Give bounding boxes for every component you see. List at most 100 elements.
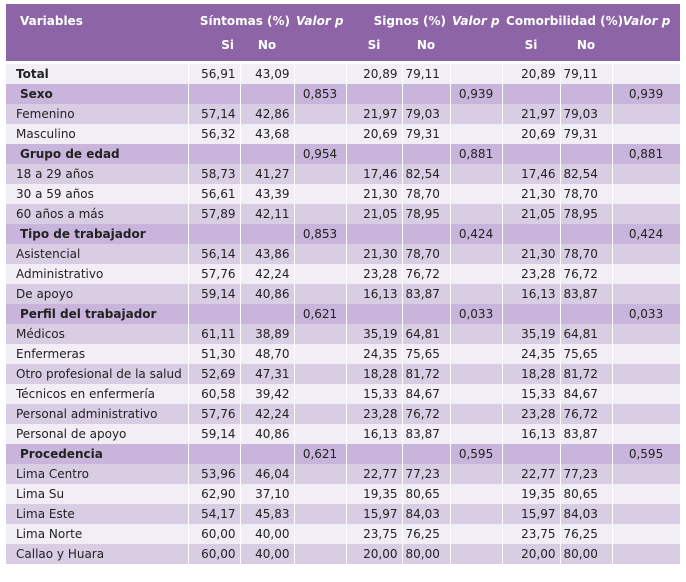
cell-g-p xyxy=(450,324,503,344)
cell-g-no: 79,11 xyxy=(402,64,451,84)
cell-s-no xyxy=(240,444,295,464)
cell-g-si: 21,05 xyxy=(346,204,403,224)
header-comorbilidad: Comorbilidad (%) xyxy=(502,4,623,34)
cell-s-no xyxy=(240,84,295,104)
cell-s-p xyxy=(294,544,347,564)
cell-s-si: 57,76 xyxy=(188,264,241,284)
cell-s-p: 0,621 xyxy=(294,444,347,464)
table-row: Lima Centro 53,96 46,04 22,77 77,23 22,77 77,2… xyxy=(6,464,681,484)
cell-s-si: 57,76 xyxy=(188,404,241,424)
table-row: Lima Este 54,17 45,83 15,97 84,03 15,97 84,03 xyxy=(6,504,681,524)
cell-c-si: 23,75 xyxy=(502,524,561,544)
cell-s-no: 45,83 xyxy=(240,504,295,524)
row-label: Perfil del trabajador xyxy=(6,304,189,324)
cell-c-p: 0,881 xyxy=(612,144,681,164)
cell-g-no: 79,03 xyxy=(402,104,451,124)
cell-c-p xyxy=(612,344,681,364)
cell-c-no: 78,70 xyxy=(560,184,613,204)
cell-s-si: 58,73 xyxy=(188,164,241,184)
cell-g-no: 76,72 xyxy=(402,404,451,424)
header-no-comorbilidad: No xyxy=(560,34,613,61)
cell-s-si: 59,14 xyxy=(188,424,241,444)
cell-c-si: 23,28 xyxy=(502,404,561,424)
cell-s-si: 60,00 xyxy=(188,524,241,544)
header-valor-p-sintomas: Valor p xyxy=(294,4,347,34)
cell-g-p xyxy=(450,124,503,144)
row-label: Lima Centro xyxy=(6,464,189,484)
cell-s-no: 38,89 xyxy=(240,324,295,344)
header-no-sintomas: No xyxy=(240,34,295,61)
table-row: Femenino 57,14 42,86 21,97 79,03 21,97 79,03 xyxy=(6,104,681,124)
header-row-sub: Si No Si No Si No xyxy=(6,34,681,61)
cell-s-si: 51,30 xyxy=(188,344,241,364)
cell-g-p xyxy=(450,524,503,544)
cell-s-si: 56,61 xyxy=(188,184,241,204)
cell-g-si: 20,00 xyxy=(346,544,403,564)
cell-g-si: 15,97 xyxy=(346,504,403,524)
cell-s-p xyxy=(294,364,347,384)
cell-s-si: 52,69 xyxy=(188,364,241,384)
cell-c-p: 0,595 xyxy=(612,444,681,464)
row-label: 18 a 29 años xyxy=(6,164,189,184)
cell-c-si: 21,05 xyxy=(502,204,561,224)
cell-s-no xyxy=(240,304,295,324)
cell-c-p xyxy=(612,384,681,404)
cell-s-no: 41,27 xyxy=(240,164,295,184)
cell-s-p xyxy=(294,484,347,504)
cell-g-no: 78,95 xyxy=(402,204,451,224)
cell-c-no xyxy=(560,144,613,164)
cell-g-no xyxy=(402,224,451,244)
header-sub-empty xyxy=(6,34,188,61)
table-row: Administrativo 57,76 42,24 23,28 76,72 23,28 7… xyxy=(6,264,681,284)
cell-s-si: 57,14 xyxy=(188,104,241,124)
cell-s-p xyxy=(294,204,347,224)
row-label: Procedencia xyxy=(6,444,189,464)
row-label: Personal de apoyo xyxy=(6,424,189,444)
cell-s-p: 0,954 xyxy=(294,144,347,164)
cell-c-p: 0,939 xyxy=(612,84,681,104)
cell-g-p xyxy=(450,344,503,364)
cell-c-p xyxy=(612,284,681,304)
cell-c-si: 15,33 xyxy=(502,384,561,404)
cell-c-no xyxy=(560,224,613,244)
cell-s-si: 56,91 xyxy=(188,64,241,84)
row-label: Técnicos en enfermería xyxy=(6,384,189,404)
cell-g-si: 15,33 xyxy=(346,384,403,404)
row-label: Total xyxy=(6,64,189,84)
row-label: Tipo de trabajador xyxy=(6,224,189,244)
row-label: Femenino xyxy=(6,104,189,124)
cell-g-p xyxy=(450,264,503,284)
cell-g-si: 23,28 xyxy=(346,404,403,424)
cell-s-no: 43,09 xyxy=(240,64,295,84)
cell-c-si xyxy=(502,84,561,104)
cell-s-si: 53,96 xyxy=(188,464,241,484)
cell-g-si: 21,30 xyxy=(346,184,403,204)
header-valor-p-signos: Valor p xyxy=(450,4,503,34)
cell-g-no: 80,00 xyxy=(402,544,451,564)
cell-s-si: 54,17 xyxy=(188,504,241,524)
cell-s-no: 42,24 xyxy=(240,404,295,424)
cell-s-si: 60,00 xyxy=(188,544,241,564)
cell-c-p xyxy=(612,324,681,344)
cell-g-no: 84,67 xyxy=(402,384,451,404)
cell-s-si: 56,32 xyxy=(188,124,241,144)
cell-g-si: 24,35 xyxy=(346,344,403,364)
cell-g-no: 79,31 xyxy=(402,124,451,144)
row-label: Grupo de edad xyxy=(6,144,189,164)
cell-s-no: 42,11 xyxy=(240,204,295,224)
cell-s-p: 0,853 xyxy=(294,84,347,104)
row-label: Médicos xyxy=(6,324,189,344)
cell-s-p: 0,853 xyxy=(294,224,347,244)
header-sub-empty xyxy=(450,34,503,61)
category-row: Perfil del trabajador 0,621 0,033 0,033 xyxy=(6,304,681,324)
cell-s-si: 60,58 xyxy=(188,384,241,404)
cell-g-si: 19,35 xyxy=(346,484,403,504)
cell-g-si xyxy=(346,304,403,324)
cell-c-p: 0,424 xyxy=(612,224,681,244)
cell-g-p xyxy=(450,364,503,384)
header-sub-empty xyxy=(612,34,681,61)
header-variables: Variables xyxy=(6,4,188,34)
cell-c-no: 79,03 xyxy=(560,104,613,124)
cell-s-no: 40,86 xyxy=(240,284,295,304)
cell-c-no: 78,70 xyxy=(560,244,613,264)
